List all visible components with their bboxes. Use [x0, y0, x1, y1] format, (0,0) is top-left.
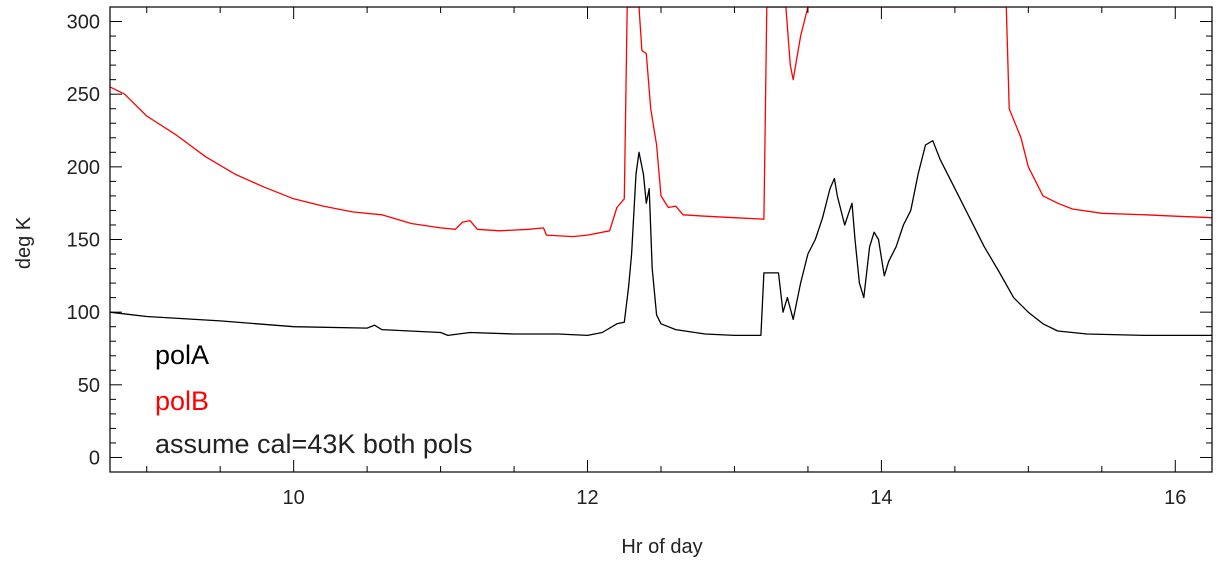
legend-polb: polB	[155, 386, 209, 416]
y-tick-label: 150	[67, 230, 100, 252]
series-layer	[110, 7, 1212, 337]
y-tick-label: 0	[89, 447, 100, 469]
y-axis-label: deg K	[13, 216, 35, 269]
y-tick-label: 300	[67, 12, 100, 34]
x-tick-label: 12	[576, 487, 598, 509]
ticks-layer: 10 12 14 16 0 50 100 150 200 250 300	[67, 7, 1212, 509]
y-tick-label: 50	[78, 375, 100, 397]
x-axis-label: Hr of day	[621, 536, 702, 558]
x-tick-label: 16	[1164, 487, 1186, 509]
series-line-pola	[110, 140, 1212, 337]
legend-pola: polA	[155, 340, 209, 370]
axes-layer	[109, 6, 1213, 473]
y-tick-label: 100	[67, 302, 100, 324]
series-line-polb	[110, 7, 1212, 238]
plot-frame	[109, 6, 1213, 473]
y-tick-label: 200	[67, 157, 100, 179]
x-tick-label: 10	[283, 487, 305, 509]
y-tick-label: 250	[67, 84, 100, 106]
calibration-note: assume cal=43K both pols	[155, 429, 472, 459]
x-tick-label: 14	[870, 487, 892, 509]
